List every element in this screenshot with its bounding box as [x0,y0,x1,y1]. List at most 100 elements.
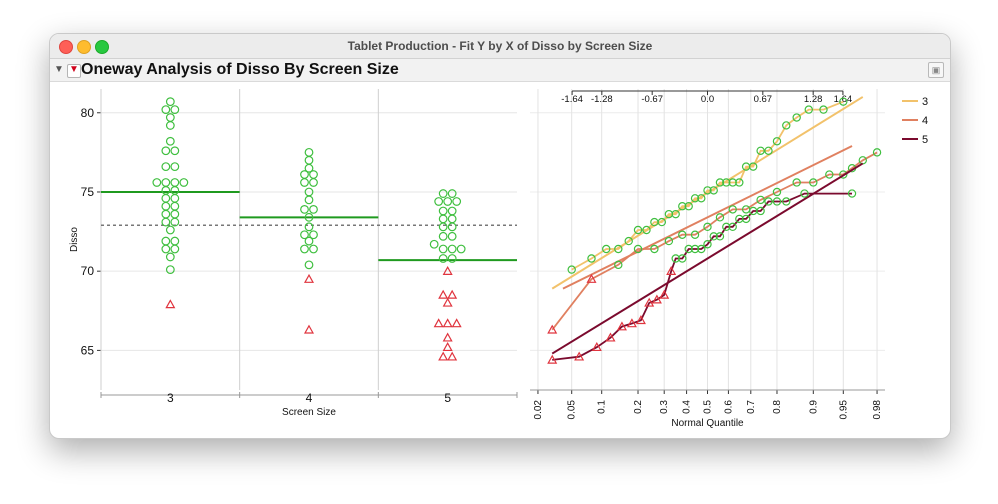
data-point [438,231,448,241]
quantile-point [839,170,848,179]
data-point [456,244,466,254]
quantile-point [678,254,687,263]
close-window-button[interactable] [59,40,73,54]
quantile-point-triangle [586,273,597,283]
minimize-window-button[interactable] [77,40,91,54]
quantile-point [587,254,596,263]
quantile-point [650,244,659,254]
top-axis-tick-label: 0.0 [701,94,714,105]
data-point [152,178,162,187]
data-point [438,189,448,198]
report-title: Oneway Analysis of Disso By Screen Size [81,61,399,78]
legend-label: 4 [922,115,928,127]
quantile-x-tick-label: 0.2 [633,400,644,414]
quantile-x-tick-label: 0.1 [597,400,608,414]
data-point [170,162,180,172]
data-point [438,244,448,254]
data-point-triangle [442,341,453,352]
quantile-point [703,240,712,249]
x-tick-label: 5 [444,391,451,405]
red-triangle-menu-icon[interactable]: ▼ [67,64,81,78]
fit-line-3 [551,96,864,290]
y-axis-label: Disso [69,227,80,252]
data-point [161,217,171,227]
quantile-x-tick-label: 0.05 [567,400,578,420]
quantile-point [728,178,737,187]
x-tick-label: 3 [167,391,174,405]
quantile-point [715,178,725,187]
quantile-point [764,197,773,206]
data-point [304,195,314,205]
quantile-point [678,230,687,239]
legend-label: 3 [922,96,928,108]
data-point-triangle [442,332,453,342]
data-point-triangle [442,318,453,328]
top-axis-tick-label: 0.67 [754,94,773,105]
quantile-point [800,189,809,198]
quantile-x-tick-label: 0.5 [703,400,714,414]
quantile-point [722,222,731,232]
data-point [165,252,175,262]
quantile-point [772,197,782,206]
top-axis-tick-label: -1.64 [561,94,583,105]
x-axis-label: Screen Size [282,407,336,418]
quantile-point-triangle [644,297,655,307]
quantile-point-triangle [547,354,558,364]
quantile-x-tick-label: 0.98 [872,400,883,420]
data-point [434,197,444,206]
data-point [304,212,314,222]
quantile-x-tick-label: 0.4 [682,400,693,414]
quantile-point [602,244,611,254]
data-point [161,244,171,254]
x-tick-label: 4 [306,391,313,405]
data-point-triangle [303,273,315,283]
quantile-point [614,260,623,270]
quantile-point [671,254,680,263]
data-point [447,222,457,232]
quantile-point [792,113,801,122]
data-point-triangle [438,289,449,299]
pin-icon[interactable]: ▣ [928,62,944,78]
quantile-point-triangle [635,315,646,325]
data-point-triangle [447,289,458,299]
quantile-point [671,209,680,219]
quantile-point-triangle [547,324,558,334]
fit-line-4 [562,145,853,290]
quantile-point [614,244,623,254]
quantile-point-triangle [616,321,627,331]
quantile-point [690,244,700,254]
quantile-point [722,178,731,187]
data-point [447,254,457,263]
report-outline-header[interactable]: ▼ ▼ Oneway Analysis of Disso By Screen S… [50,59,950,82]
data-point-triangle [303,324,315,334]
quantile-point [819,105,828,114]
y-tick-label: 65 [81,343,95,357]
quantile-point [709,232,718,241]
data-point [161,146,171,156]
plot-background [101,89,517,390]
quantile-point-triangle [666,265,677,275]
quantile-x-axis-label: Normal Quantile [671,418,744,429]
zoom-window-button[interactable] [95,40,109,54]
data-point [179,178,189,187]
quantile-x-tick-label: 0.02 [533,400,544,420]
quantile-point [633,225,643,235]
data-point-triangle [438,351,449,361]
data-point [452,197,462,206]
quantile-point [703,186,712,195]
quantile-point-triangle [659,289,670,299]
quantile-point [809,178,818,187]
quantile-x-tick-label: 0.9 [808,400,819,414]
data-point [165,121,175,130]
data-point [304,236,314,246]
data-point [447,244,457,254]
data-point [165,225,175,235]
triangle-down-icon[interactable]: ▼ [54,64,64,75]
data-point [161,162,171,172]
data-point [304,222,314,232]
data-point [429,239,439,249]
data-point [161,105,171,114]
quantile-x-tick-label: 0.3 [659,400,670,414]
top-axis-tick-label: 1.28 [804,94,823,105]
data-point-triangle [447,351,458,361]
